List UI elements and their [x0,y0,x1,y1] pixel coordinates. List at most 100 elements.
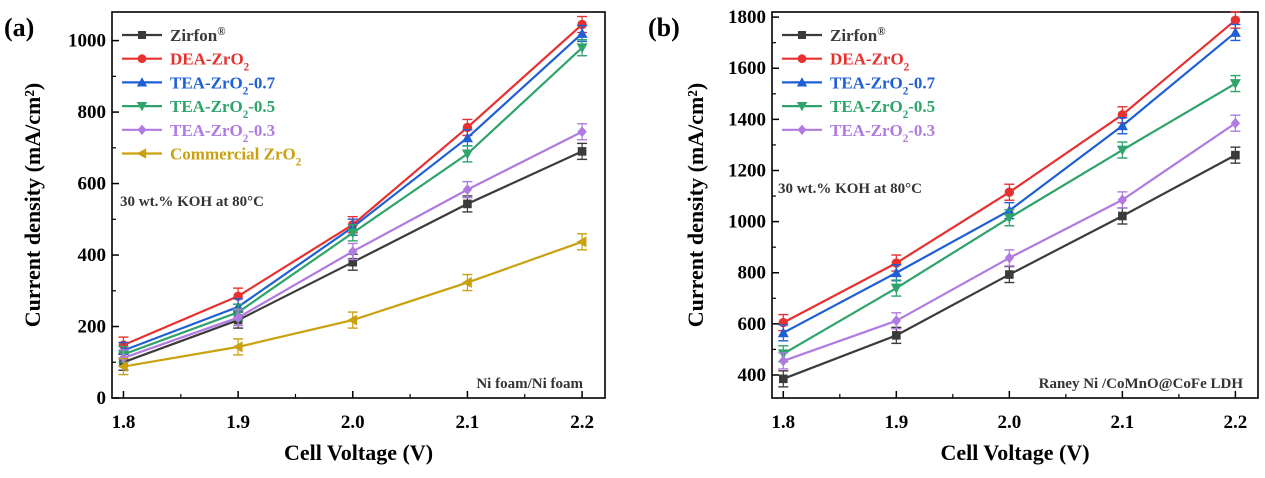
series-0 [778,146,1241,388]
legend-marker [137,54,147,64]
y-axis-label: Current density (mA/cm²) [20,83,45,327]
legend-marker [797,54,807,64]
y-tick-label: 1600 [728,58,766,79]
data-point [1117,194,1128,206]
data-point [461,277,472,289]
x-tick-label: 1.8 [771,412,795,433]
legend-label: TEA-ZrO2-0.3 [830,121,935,145]
x-tick-label: 1.9 [884,412,908,433]
x-tick-label: 2.0 [341,412,365,433]
data-point [1116,120,1128,131]
data-point [347,314,358,326]
y-axis-label: Current density (mA/cm²) [683,83,708,327]
panel-b: (b) 400 600 800 1000 1200 1400 1600 1800 1.8 1.9 2.… [648,7,1259,465]
data-point [1116,145,1128,156]
panel-a: (a) 0 200 400 600 800 1000 1.8 1.9 2.0 2.1 2.2 Cell … [4,11,606,465]
legend-entry: TEA-ZrO2-0.3 [782,121,935,145]
legend-entry: Zirfon® [122,26,226,45]
annotation: Raney Ni /CoMnO@CoFe LDH [1039,376,1244,392]
data-point [117,361,128,373]
y-tick-label: 400 [78,245,107,266]
data-point [576,43,588,54]
legend-label: TEA-ZrO2-0.5 [170,97,275,121]
data-point [348,257,358,267]
data-point [347,228,359,239]
data-point [576,27,588,38]
y-tick-label: 1400 [728,109,766,130]
legend-entry: Commercial ZrO2 [122,145,302,169]
legend-entry: TEA-ZrO2-0.5 [782,97,935,121]
legend-label: Zirfon® [170,26,226,45]
y-tick-label: 1800 [728,7,766,28]
data-point [577,147,587,156]
series-line [782,122,1237,362]
data-point [348,245,358,257]
data-point [232,341,243,353]
legend-marker [138,31,146,39]
data-point [461,149,473,160]
x-tick-label: 2.0 [997,412,1021,433]
data-point [463,199,472,209]
x-tick-label: 2.1 [1110,412,1134,433]
data-point [777,327,789,338]
y-tick-label: 600 [78,174,107,195]
series-4 [118,123,588,367]
data-point [233,312,243,324]
data-point [1231,150,1240,160]
legend-entry: TEA-ZrO2-0.7 [782,73,936,97]
data-point [891,315,902,327]
data-point [1005,270,1014,279]
data-point [892,331,901,340]
legend-marker [796,101,808,112]
data-point [1229,79,1241,90]
legend-marker [798,31,806,39]
legend-label: Commercial ZrO2 [170,145,302,169]
data-point [1230,15,1241,25]
x-tick-label: 2.2 [570,412,594,433]
data-point [1229,26,1241,37]
data-point [1003,213,1015,224]
x-axis-label: Cell Voltage (V) [940,440,1089,465]
x-tick-label: 1.9 [226,412,250,433]
data-point [779,374,788,384]
data-point [890,283,902,294]
annotation: Ni foam/Ni foam [476,376,583,392]
y-tick-label: 800 [78,102,107,123]
y-tick-label: 1000 [728,212,766,233]
annotation: 30 wt.% KOH at 80°C [778,181,922,197]
y-tick-label: 600 [738,314,767,335]
legend-entry: DEA-ZrO2 [122,50,250,74]
panel-label: (b) [648,13,680,42]
data-point [577,126,587,138]
series-3 [777,74,1241,363]
x-tick-label: 1.8 [112,412,136,433]
y-tick-label: 200 [78,317,107,338]
y-tick-label: 800 [738,263,767,284]
legend-label: TEA-ZrO2-0.7 [830,73,936,97]
data-point [1004,187,1015,197]
legend-entry: DEA-ZrO2 [782,50,910,74]
y-tick-label: 0 [97,388,107,409]
legend-entry: TEA-ZrO2-0.7 [122,73,276,97]
legend-label: Zirfon® [830,26,886,45]
x-axis-label: Cell Voltage (V) [284,440,433,465]
panel-label: (a) [4,13,34,42]
legend-label: DEA-ZrO2 [170,50,250,74]
legend-marker [796,77,808,87]
legend-marker [797,124,807,135]
x-tick-label: 2.2 [1224,412,1248,433]
legend-marker [136,148,147,159]
legend-label: TEA-ZrO2-0.7 [170,73,276,97]
series-1 [778,11,1241,332]
legend-marker [136,77,148,87]
legend-label: DEA-ZrO2 [830,50,910,74]
legend-marker [137,124,147,135]
data-point [576,236,587,248]
data-point [461,132,473,143]
legend-entry: TEA-ZrO2-0.5 [122,97,275,121]
series-4 [778,114,1241,370]
series-5 [117,233,588,376]
data-point [890,267,902,278]
